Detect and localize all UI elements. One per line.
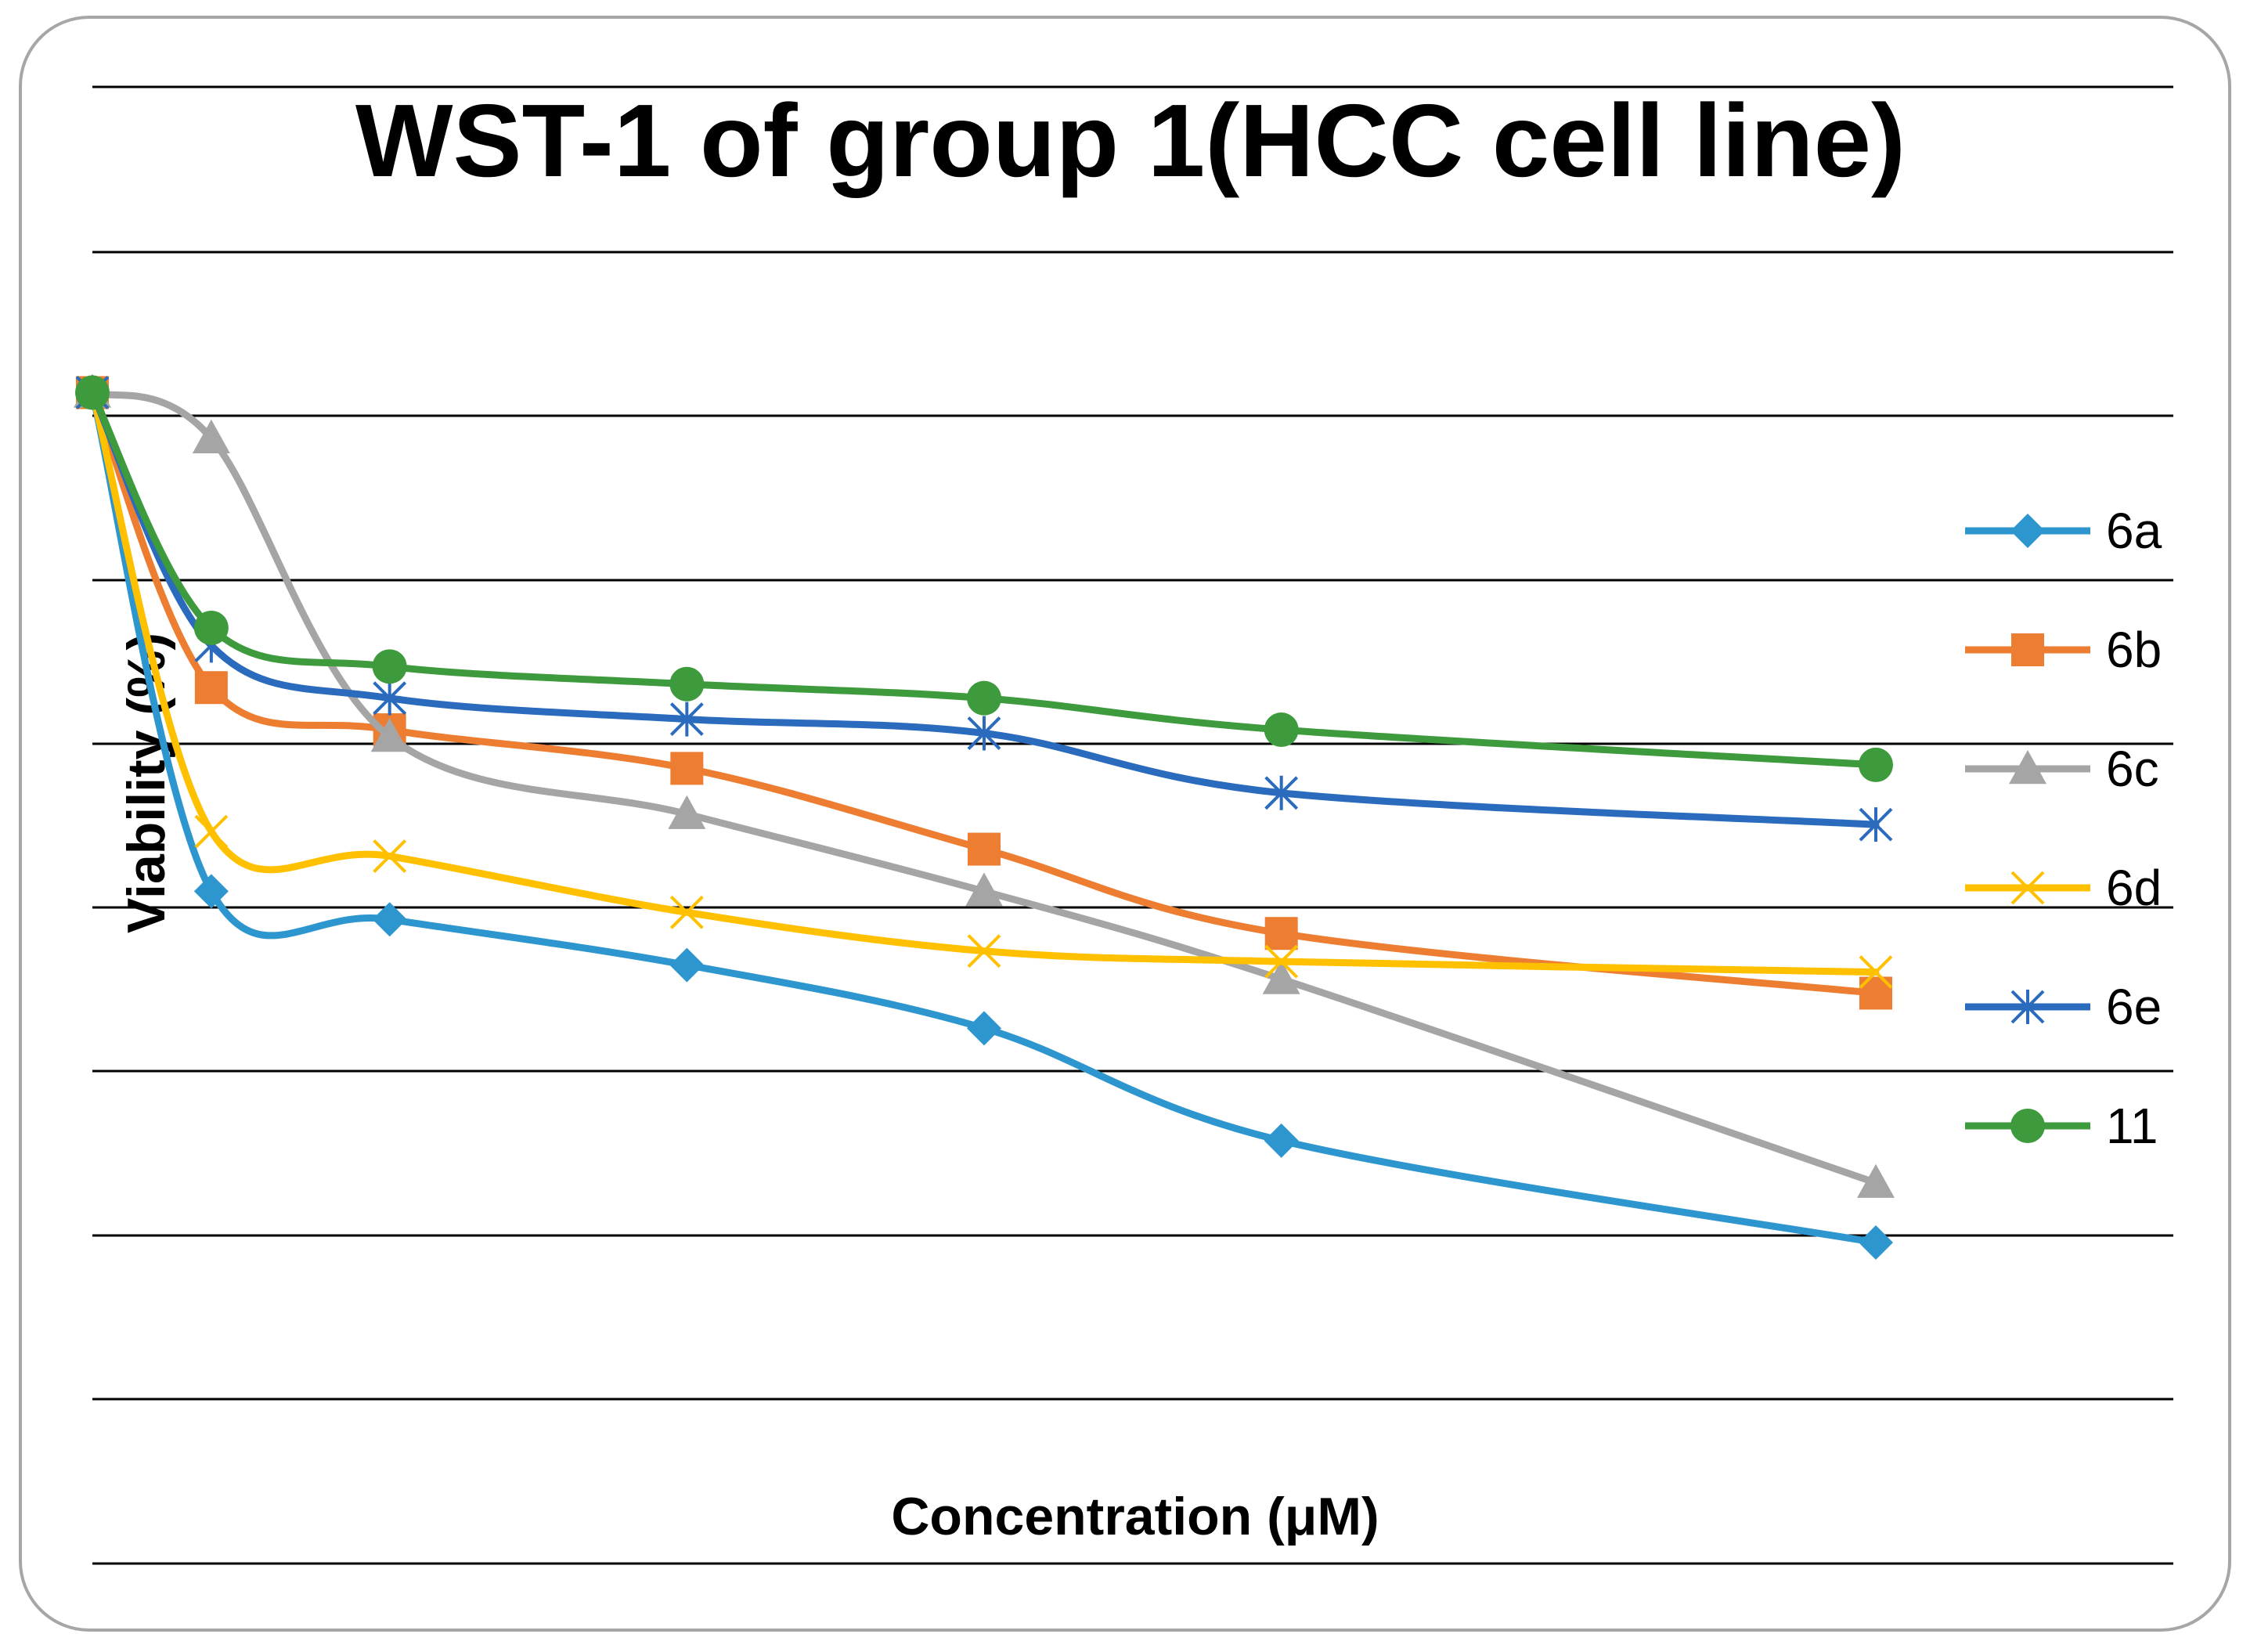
data-point-6a-6 xyxy=(1264,1123,1299,1158)
legend-label: 6b xyxy=(2106,622,2162,678)
data-point-11-5 xyxy=(967,680,1001,716)
legend-label: 6a xyxy=(2106,503,2162,559)
data-point-6c-6 xyxy=(1262,960,1300,994)
data-point-6e-5 xyxy=(967,716,1001,751)
legend-label: 6d xyxy=(2106,860,2162,916)
legend-item-11: 11 xyxy=(1965,1098,2158,1154)
data-point-6a-2 xyxy=(193,874,229,909)
series-line-6e xyxy=(88,388,1880,828)
series-line-6c xyxy=(88,388,1880,1187)
series-6a xyxy=(75,375,1893,1260)
data-point-11-4 xyxy=(669,666,705,702)
data-point-6c-7 xyxy=(1857,1163,1895,1198)
data-point-6d-5 xyxy=(967,934,1001,968)
data-point-6d-3 xyxy=(373,839,407,873)
data-point-6d-6 xyxy=(1264,944,1299,979)
legend-marker xyxy=(2010,990,2045,1024)
legend-item-6c: 6c xyxy=(1965,741,2159,797)
series-6e xyxy=(75,375,1893,842)
data-point-6e-6 xyxy=(1264,775,1299,810)
data-point-6e-7 xyxy=(1859,807,1893,842)
gridlines xyxy=(92,85,2173,1565)
data-point-6b-5 xyxy=(968,832,1001,866)
data-point-6a-7 xyxy=(1859,1225,1893,1260)
data-point-6d-7 xyxy=(1859,955,1893,989)
chart-title: WST-1 of group 1(HCC cell line) xyxy=(355,83,1906,198)
series-layer xyxy=(74,373,1895,1260)
data-point-6c-2 xyxy=(192,419,230,453)
data-point-11-3 xyxy=(372,649,407,684)
legend-marker xyxy=(2011,633,2044,666)
legend-marker xyxy=(2010,1109,2045,1143)
legend-label: 11 xyxy=(2106,1098,2158,1154)
legend-label: 6e xyxy=(2106,979,2162,1035)
legend: 6a 6b 6c 6d 6e 11 xyxy=(1965,503,2162,1154)
legend-item-6a: 6a xyxy=(1965,503,2162,559)
series-line-6a xyxy=(88,388,1880,1246)
data-point-6e-3 xyxy=(373,680,407,716)
series-6c xyxy=(74,373,1895,1198)
legend-item-6e: 6e xyxy=(1965,979,2162,1035)
legend-marker xyxy=(2010,871,2045,905)
legend-marker xyxy=(2010,514,2045,548)
data-point-11-7 xyxy=(1859,747,1893,782)
data-point-6b-4 xyxy=(670,752,704,785)
data-point-6b-2 xyxy=(194,671,228,705)
series-line-6d xyxy=(88,388,1880,976)
data-point-6d-2 xyxy=(194,814,229,849)
data-point-6d-4 xyxy=(669,895,704,929)
legend-item-6b: 6b xyxy=(1965,622,2162,678)
data-point-6c-5 xyxy=(965,872,1003,907)
data-point-6c-3 xyxy=(370,718,409,752)
legend-label: 6c xyxy=(2106,741,2159,797)
data-point-11-6 xyxy=(1264,712,1299,748)
data-point-6e-4 xyxy=(669,702,704,737)
data-point-11-2 xyxy=(193,610,229,645)
series-11 xyxy=(75,375,1893,782)
legend-item-6d: 6d xyxy=(1965,860,2162,916)
x-axis-label: Concentration (μM) xyxy=(891,1487,1379,1546)
data-point-6a-4 xyxy=(669,947,705,983)
data-point-6a-5 xyxy=(967,1011,1001,1046)
data-point-6a-3 xyxy=(372,902,407,937)
data-point-11-1 xyxy=(75,375,110,410)
data-point-6c-4 xyxy=(668,795,706,829)
legend-marker xyxy=(2009,750,2046,785)
data-point-6b-6 xyxy=(1264,917,1298,950)
